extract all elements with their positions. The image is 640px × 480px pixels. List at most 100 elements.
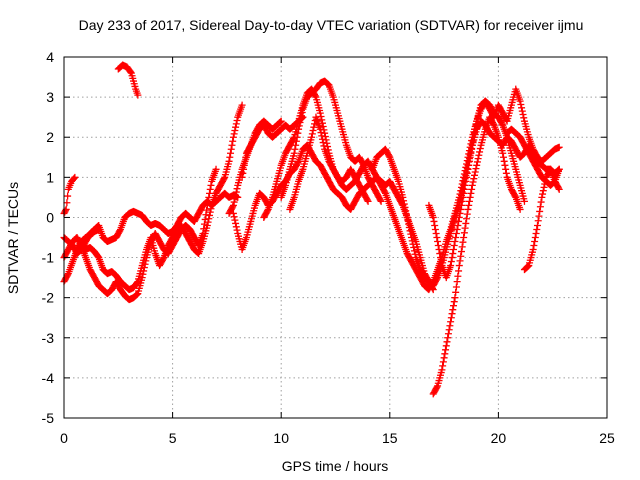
data-point — [116, 227, 124, 235]
data-point — [476, 148, 484, 156]
data-point — [290, 149, 298, 157]
data-point — [232, 123, 240, 131]
data-point — [452, 234, 460, 241]
data-point — [460, 234, 468, 241]
data-point — [159, 255, 167, 263]
data-point — [460, 185, 468, 193]
data-point — [461, 181, 469, 189]
data-point — [443, 338, 451, 346]
data-point — [229, 137, 237, 145]
data-point — [459, 193, 467, 201]
data-point — [529, 246, 537, 254]
data-point — [533, 225, 541, 233]
data-point — [61, 207, 69, 215]
data-point — [518, 107, 526, 115]
data-point — [290, 135, 298, 143]
data-point — [220, 175, 228, 183]
data-point — [468, 181, 476, 189]
x-tick-label: 10 — [273, 430, 289, 446]
data-point — [232, 219, 240, 227]
data-point — [554, 184, 562, 192]
data-point — [230, 198, 238, 206]
data-point — [238, 101, 246, 109]
data-point — [454, 221, 462, 229]
data-point — [408, 234, 416, 241]
data-point — [440, 354, 448, 362]
data-point — [445, 326, 453, 334]
data-point — [455, 267, 463, 275]
data-point — [450, 246, 458, 254]
data-point — [462, 219, 470, 227]
data-point — [207, 181, 215, 189]
data-point — [233, 185, 241, 193]
data-point — [309, 127, 317, 135]
data-point — [533, 221, 541, 229]
data-point — [436, 250, 444, 258]
series-track-12 — [286, 113, 372, 213]
data-point — [457, 248, 465, 256]
data-point — [432, 229, 440, 237]
data-point — [436, 254, 444, 262]
y-tick-label: -3 — [42, 330, 55, 346]
data-point — [463, 215, 471, 223]
x-tick-label: 15 — [382, 430, 398, 446]
data-point — [469, 137, 477, 145]
axis-ticks — [63, 56, 608, 419]
data-point — [468, 141, 476, 149]
data-point — [442, 342, 450, 350]
data-point — [475, 151, 483, 159]
data-point — [381, 188, 389, 196]
data-point — [471, 129, 479, 137]
data-point — [320, 142, 328, 150]
data-point — [316, 125, 324, 133]
data-point — [230, 130, 238, 138]
x-tick-label: 20 — [491, 430, 507, 446]
data-point — [95, 225, 103, 233]
series-track-9 — [225, 117, 285, 217]
data-point — [455, 262, 463, 270]
data-point — [233, 117, 241, 125]
data-point — [316, 109, 324, 117]
data-point — [463, 173, 471, 181]
data-point — [467, 149, 475, 157]
series-track-13 — [368, 145, 437, 294]
data-point — [402, 210, 410, 218]
data-point — [63, 199, 71, 207]
data-point — [294, 159, 302, 167]
data-point — [444, 330, 452, 338]
data-point — [511, 192, 519, 200]
data-point — [450, 242, 458, 250]
data-marks — [60, 61, 563, 398]
data-point — [429, 286, 437, 294]
data-point — [71, 173, 79, 181]
y-tick-label: 2 — [46, 129, 54, 145]
data-point — [231, 127, 239, 135]
data-point — [400, 200, 408, 208]
data-point — [456, 257, 464, 265]
data-point — [227, 145, 235, 153]
data-point — [430, 217, 438, 225]
data-point — [232, 223, 240, 231]
data-point — [447, 258, 455, 266]
chart-title: Day 233 of 2017, Sidereal Day-to-day VTE… — [79, 17, 584, 33]
data-point — [472, 165, 480, 173]
series-track-6 — [114, 61, 142, 99]
series-track-14 — [429, 113, 524, 398]
data-point — [311, 92, 319, 100]
data-point — [206, 189, 214, 197]
data-point — [500, 157, 508, 165]
data-point — [460, 189, 468, 197]
data-point — [532, 229, 540, 237]
x-tick-label: 25 — [599, 430, 615, 446]
data-point — [318, 116, 326, 124]
y-tick-label: 4 — [46, 49, 54, 65]
data-point — [207, 205, 215, 213]
data-point — [435, 246, 443, 254]
data-point — [465, 157, 473, 165]
data-point — [64, 192, 72, 200]
data-point — [434, 238, 442, 246]
data-point — [555, 185, 563, 193]
data-point — [206, 211, 214, 219]
data-point — [466, 153, 474, 161]
data-point — [502, 116, 510, 124]
